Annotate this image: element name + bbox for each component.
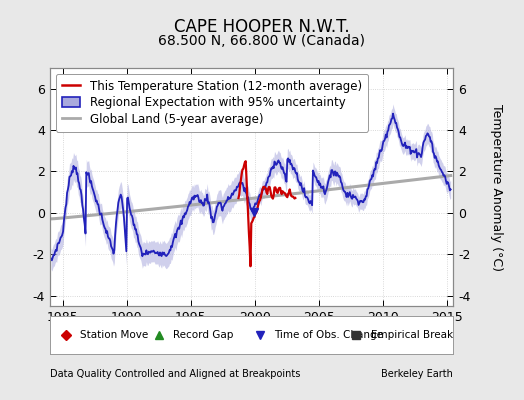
Text: Record Gap: Record Gap <box>173 330 233 340</box>
Text: Data Quality Controlled and Aligned at Breakpoints: Data Quality Controlled and Aligned at B… <box>50 369 300 379</box>
Text: Station Move: Station Move <box>80 330 148 340</box>
Text: CAPE HOOPER N.W.T.: CAPE HOOPER N.W.T. <box>174 18 350 36</box>
Y-axis label: Temperature Anomaly (°C): Temperature Anomaly (°C) <box>490 104 503 270</box>
Text: Berkeley Earth: Berkeley Earth <box>381 369 453 379</box>
Text: Time of Obs. Change: Time of Obs. Change <box>274 330 383 340</box>
Text: Empirical Break: Empirical Break <box>370 330 453 340</box>
Text: 68.500 N, 66.800 W (Canada): 68.500 N, 66.800 W (Canada) <box>158 34 366 48</box>
Legend: This Temperature Station (12-month average), Regional Expectation with 95% uncer: This Temperature Station (12-month avera… <box>56 74 368 132</box>
